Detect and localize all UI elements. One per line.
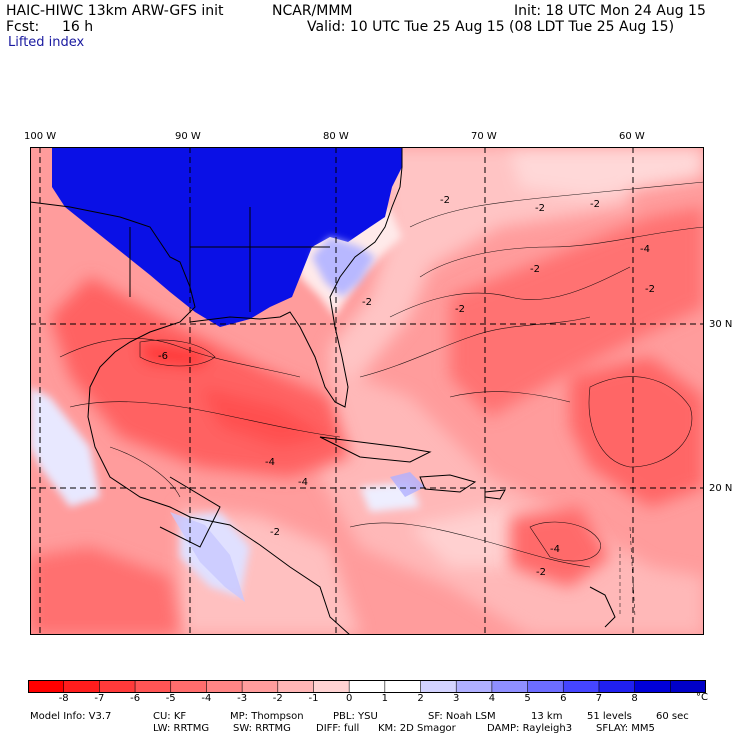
lon-label-80w: 80 W [323, 131, 349, 142]
contour-label: -2 [645, 284, 655, 295]
colorbar-swatch [170, 680, 207, 693]
colorbar-tick-label: 1 [381, 693, 388, 704]
field-dark-areas [30, 207, 704, 635]
timestep: 60 sec [656, 711, 689, 722]
colorbar-swatch [670, 680, 706, 693]
colorbar-tick-label: 4 [488, 693, 496, 704]
colorbar-tick-label: 6 [560, 693, 567, 704]
colorbar-tick-label: -8 [58, 693, 69, 704]
lon-label-100w: 100 W [24, 131, 57, 142]
colorbar-tick-label: 7 [595, 693, 603, 704]
vertical-levels: 51 levels [587, 711, 632, 722]
surface-layer-scheme: SFLAY: MM5 [596, 723, 655, 734]
valid-time: Valid: 10 UTC Tue 25 Aug 15 (08 LDT Tue … [307, 19, 675, 35]
colorbar-swatch [277, 680, 314, 693]
colorbar-swatch [384, 680, 422, 693]
colorbar-tick-label: -7 [94, 693, 105, 704]
microphysics-scheme: MP: Thompson [230, 711, 304, 722]
colorbar-tick-label: 5 [524, 693, 531, 704]
central-america-stable [170, 512, 245, 602]
colorbar-tick-label: -6 [130, 693, 141, 704]
contour-label: -2 [440, 195, 450, 206]
lifted-index-map: -2 -2 -2 -2 -2 -2 -4 -4 -4 -4 -2 -6 -2 -… [30, 147, 704, 635]
map-frame [30, 147, 704, 635]
colorbar-tick-label: -1 [308, 693, 319, 704]
colorbar-swatch [63, 680, 100, 693]
lat-lon-grid [30, 147, 704, 635]
contour-label: -4 [550, 544, 560, 555]
colorbar-tick-label: -3 [237, 693, 248, 704]
contour-label: -2 [530, 264, 540, 275]
colorbar-swatch [135, 680, 172, 693]
contour-label: -2 [455, 304, 465, 315]
caribbean-stable [390, 472, 425, 497]
colorbar-swatch [598, 680, 636, 693]
contour-label-group: -2 -2 -2 -2 -2 -2 -4 -4 -4 -4 -2 -6 -2 -… [158, 195, 655, 578]
contour-label: -2 [535, 203, 545, 214]
colorbar-tick-label: -4 [201, 693, 212, 704]
stable-region-edge [312, 237, 375, 297]
colorbar-swatch [527, 680, 564, 693]
contour-label: -4 [640, 244, 650, 255]
cumulus-scheme: CU: KF [153, 711, 187, 722]
contour-label: -2 [362, 297, 372, 308]
pbl-scheme: PBL: YSU [333, 711, 378, 722]
contour-label: -2 [536, 567, 546, 578]
colorbar-swatch [634, 680, 671, 693]
colorbar-tick-label: -5 [165, 693, 176, 704]
model-title: HAIC-HIWC 13km ARW-GFS init [6, 3, 224, 19]
colorbar-tick-label: 3 [453, 693, 460, 704]
colorbar-swatch [456, 680, 493, 693]
damping-option: DAMP: Rayleigh3 [487, 723, 573, 734]
km-option: KM: 2D Smagor [378, 723, 456, 734]
diffusion-option: DIFF: full [316, 723, 360, 734]
colorbar-tick-label: 2 [417, 693, 424, 704]
colorbar-swatch [491, 680, 529, 693]
shortwave-scheme: SW: RRTMG [233, 723, 291, 734]
colorbar-frame [28, 680, 706, 693]
contour-label: -2 [590, 199, 600, 210]
field-name: Lifted index [8, 35, 85, 50]
colorbar-swatch [99, 680, 136, 693]
contour-label: -2 [270, 527, 280, 538]
colorbar-swatch [242, 680, 279, 693]
colorbar-tick-label: 0 [346, 693, 353, 704]
lon-label-60w: 60 W [619, 131, 645, 142]
lon-label-70w: 70 W [471, 131, 497, 142]
colorbar-swatch [206, 680, 243, 693]
colorbar [28, 680, 706, 693]
longwave-scheme: LW: RRTMG [153, 723, 210, 734]
colorbar-swatch [313, 680, 350, 693]
contour-label: -6 [158, 351, 168, 362]
surface-scheme: SF: Noah LSM [428, 711, 496, 722]
lat-label-30n: 30 N [709, 319, 733, 330]
colorbar-tick-label: -2 [272, 693, 283, 704]
colorbar-swatch [563, 680, 600, 693]
model-info-version: Model Info: V3.7 [30, 711, 112, 722]
colorbar-swatch [420, 680, 457, 693]
grid-spacing: 13 km [531, 711, 563, 722]
colorbar-swatch [349, 680, 386, 693]
colorbar-unit: °C [696, 692, 708, 703]
colorbar-tick-label: 8 [631, 693, 638, 704]
forecast-label: Fcst: [6, 19, 40, 35]
coastlines [30, 147, 616, 635]
stable-region [52, 147, 402, 327]
contour-lines [59, 181, 704, 618]
colorbar-swatch [28, 680, 65, 693]
contour-label: -4 [265, 457, 275, 468]
forecast-hour: 16 h [62, 19, 94, 35]
organization-label: NCAR/MMM [272, 3, 353, 19]
contour-label: -4 [298, 477, 308, 488]
lat-label-20n: 20 N [709, 483, 733, 494]
init-time: Init: 18 UTC Mon 24 Aug 15 [514, 3, 706, 19]
lon-label-90w: 90 W [175, 131, 201, 142]
